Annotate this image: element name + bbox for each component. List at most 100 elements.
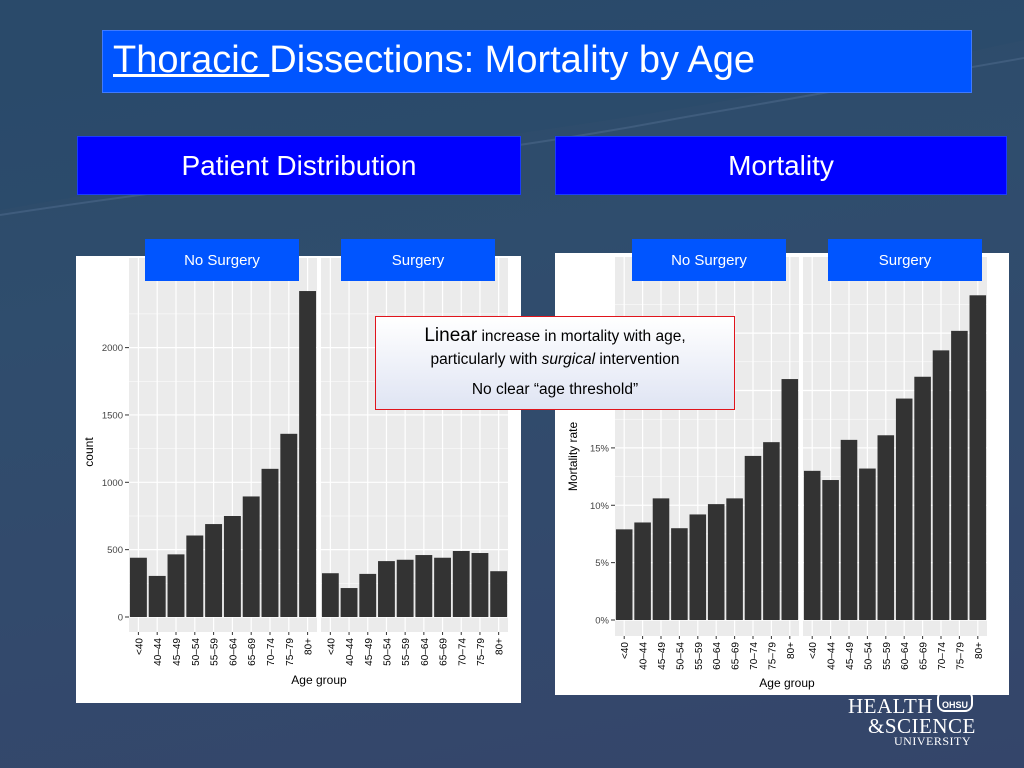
mortality-bar-0-4 [689, 514, 707, 620]
mortality-xtick-label-0-3: 50–54 [675, 642, 686, 670]
mortality-xtick-label-0-6: 65–69 [731, 642, 742, 670]
patient-distribution-header: Patient Distribution [77, 136, 521, 195]
mortality-xtick-label-1-8: 75–79 [955, 642, 966, 670]
callout-line-2-pre: particularly with [430, 351, 542, 368]
facet-label-surgery-mortality: Surgery [828, 239, 982, 281]
count-xtick-label-1-9: 80+ [495, 638, 506, 655]
callout-line-2: particularly with surgical intervention [376, 349, 734, 371]
count-xtick-label-0-1: 40–44 [153, 638, 164, 666]
count-bar-1-9 [490, 571, 508, 617]
mortality-xtick-label-0-8: 75–79 [767, 642, 778, 670]
mortality-bar-1-9 [969, 295, 987, 620]
callout-box: Linear increase in mortality with age, p… [375, 316, 735, 410]
mortality-bar-1-5 [895, 398, 913, 620]
count-xtick-label-1-0: <40 [326, 638, 337, 655]
mortality-xtick-label-0-7: 70–74 [749, 642, 760, 670]
mortality-xtick-label-0-4: 55–59 [694, 642, 705, 670]
count-bar-1-5 [415, 555, 433, 617]
mortality-bar-1-4 [877, 435, 895, 620]
count-xtick-label-0-6: 65–69 [247, 638, 258, 666]
ohsu-badge: OHSU [937, 690, 973, 712]
count-bar-1-1 [340, 588, 358, 617]
mortality-y-axis-title: Mortality rate [566, 422, 580, 492]
count-bar-1-4 [396, 559, 414, 617]
count-bar-1-6 [434, 557, 451, 617]
count-x-axis-title: Age group [291, 673, 347, 687]
callout-line-1-rest: increase in mortality with age, [477, 328, 686, 345]
count-bar-0-4 [205, 524, 223, 617]
count-xtick-label-1-6: 65–69 [439, 638, 450, 666]
mortality-xtick-label-1-5: 60–64 [900, 642, 911, 670]
count-bar-0-1 [148, 575, 166, 617]
mortality-xtick-label-0-2: 45–49 [657, 642, 668, 670]
count-xtick-label-0-9: 80+ [304, 638, 315, 655]
count-bar-0-3 [186, 535, 204, 617]
count-ytick-label-0: 0 [118, 613, 123, 624]
mortality-bar-1-1 [822, 480, 839, 620]
mortality-xtick-label-0-9: 80+ [786, 642, 797, 659]
mortality-bar-1-7 [932, 350, 950, 620]
count-bar-1-7 [452, 551, 470, 617]
mortality-bar-1-2 [840, 439, 858, 620]
mortality-bar-0-6 [726, 498, 743, 620]
count-bar-0-2 [167, 554, 185, 617]
mortality-header: Mortality [555, 136, 1007, 195]
count-ytick-label-4: 2000 [102, 343, 123, 354]
facet-label-no-surgery-count: No Surgery [145, 239, 299, 281]
mortality-xtick-label-1-7: 70–74 [937, 642, 948, 670]
callout-line-1: Linear increase in mortality with age, [376, 324, 734, 349]
count-bar-1-2 [359, 573, 377, 617]
count-ytick-label-2: 1000 [102, 478, 123, 489]
count-xtick-label-1-2: 45–49 [364, 638, 375, 666]
logo-line-2: &SCIENCE [868, 714, 976, 738]
count-xtick-label-0-4: 55–59 [210, 638, 221, 666]
mortality-bar-0-3 [671, 528, 688, 620]
count-bar-0-9 [299, 291, 317, 617]
mortality-bar-1-3 [859, 468, 876, 620]
callout-surgical: surgical [541, 351, 596, 368]
count-xtick-label-0-8: 75–79 [285, 638, 296, 666]
count-xtick-label-0-3: 50–54 [191, 638, 202, 666]
mortality-xtick-label-1-3: 50–54 [863, 642, 874, 670]
count-xtick-label-1-7: 70–74 [457, 638, 468, 666]
count-bar-1-3 [378, 561, 395, 617]
count-xtick-label-1-4: 55–59 [401, 638, 412, 666]
mortality-bar-0-1 [634, 522, 651, 620]
count-bar-1-8 [471, 553, 489, 617]
count-bar-0-6 [242, 496, 260, 617]
ohsu-logo: OHSU HEALTH &SCIENCE UNIVERSITY [848, 690, 988, 750]
count-ytick-label-3: 1500 [102, 410, 123, 421]
count-bar-0-7 [261, 468, 279, 617]
title-rest: Dissections: Mortality by Age [269, 39, 756, 81]
mortality-bar-0-7 [744, 455, 762, 620]
count-xtick-label-1-1: 40–44 [345, 638, 356, 666]
mortality-ytick-label-1: 5% [595, 558, 609, 569]
mortality-x-axis-title: Age group [759, 676, 815, 690]
mortality-xtick-label-1-4: 55–59 [882, 642, 893, 670]
mortality-ytick-label-0: 0% [595, 616, 609, 627]
count-xtick-label-0-7: 70–74 [266, 638, 277, 666]
mortality-ytick-label-3: 15% [590, 443, 610, 454]
mortality-xtick-label-0-1: 40–44 [639, 642, 650, 670]
count-bar-0-0 [129, 557, 147, 617]
count-bar-1-0 [321, 573, 339, 617]
callout-linear: Linear [424, 325, 478, 346]
logo-line-3: UNIVERSITY [894, 734, 971, 748]
mortality-chart-svg: Mortality rate Age group <40 40–44 45–49 50–5… [566, 257, 987, 690]
mortality-xtick-label-1-9: 80+ [974, 642, 985, 659]
count-xtick-label-0-5: 60–64 [228, 638, 239, 666]
count-xtick-label-1-3: 50–54 [382, 638, 393, 666]
mortality-xtick-label-1-6: 65–69 [919, 642, 930, 670]
mortality-bar-0-9 [781, 379, 799, 620]
mortality-xtick-label-0-5: 60–64 [712, 642, 723, 670]
logo-line-1: HEALTH [848, 694, 934, 718]
facet-label-no-surgery-mortality: No Surgery [632, 239, 786, 281]
mortality-bar-1-0 [803, 470, 821, 620]
mortality-chart: Mortality rate Age group <40 40–44 45–49 50–5… [555, 253, 1009, 695]
callout-line-2-post: intervention [595, 351, 680, 368]
callout-line-3: No clear “age threshold” [471, 381, 639, 398]
mortality-bar-0-2 [652, 498, 670, 620]
mortality-xtick-label-1-2: 45–49 [845, 642, 856, 670]
count-ytick-label-1: 500 [107, 545, 123, 556]
count-xtick-label-0-2: 45–49 [172, 638, 183, 666]
